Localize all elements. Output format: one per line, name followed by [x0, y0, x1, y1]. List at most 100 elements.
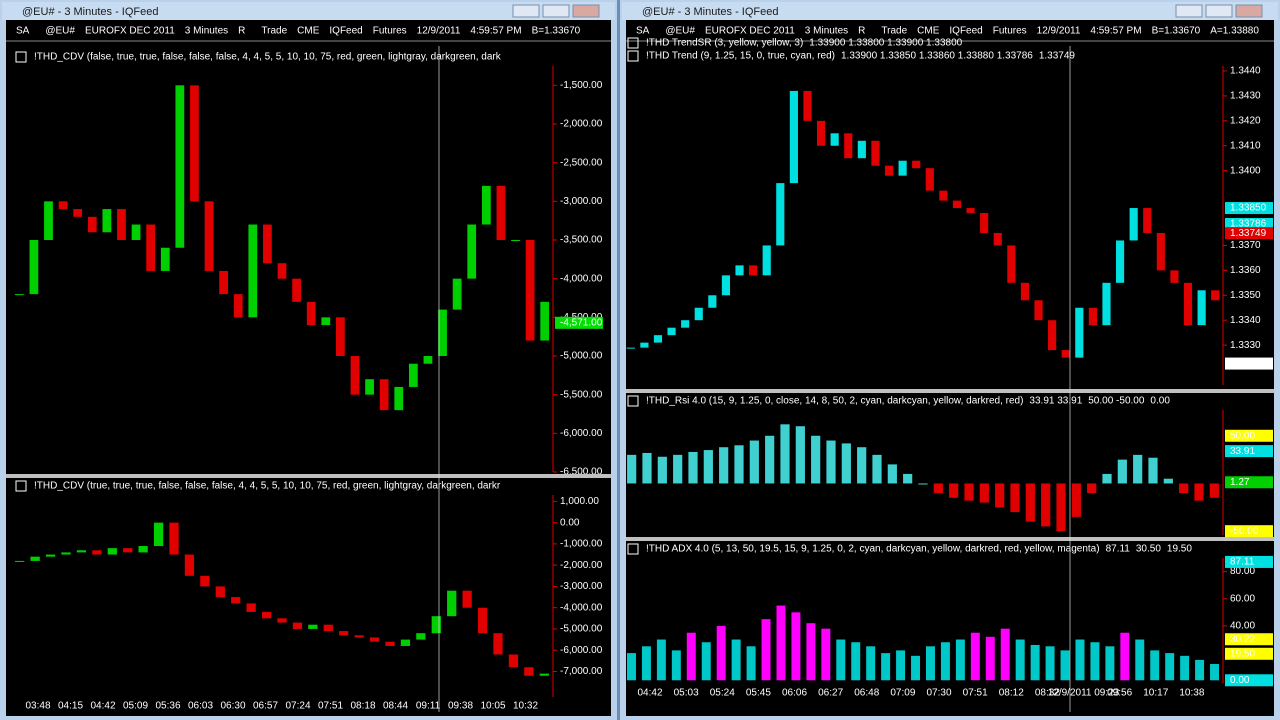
- value-tag: [1225, 674, 1273, 687]
- toolbar-item: 4:59:57 PM: [470, 26, 521, 37]
- x-tick-label: 04:42: [90, 701, 115, 712]
- candle: [481, 185, 491, 225]
- candle: [708, 295, 717, 308]
- candle: [939, 190, 948, 201]
- histogram-bar: [1179, 483, 1189, 494]
- x-tick-label: 04:42: [637, 688, 662, 699]
- y-tick-label: -3,000.00: [560, 581, 603, 592]
- toolbar-item[interactable]: SA: [16, 26, 30, 37]
- histogram-bar: [1105, 646, 1115, 681]
- value-tag: [1225, 555, 1273, 568]
- candle: [385, 641, 395, 646]
- toolbar-item: 12/9/2011: [1037, 26, 1081, 37]
- candle: [117, 209, 126, 240]
- x-tick-label: 05:24: [710, 688, 735, 699]
- indicator-value: 33.91 33.91: [1029, 396, 1082, 407]
- histogram-bar: [1015, 639, 1025, 681]
- candle: [776, 183, 785, 246]
- candle: [246, 603, 256, 612]
- toolbar-item[interactable]: R: [238, 26, 245, 37]
- candle: [15, 560, 25, 562]
- panel-divider: [626, 537, 1274, 541]
- candle: [153, 522, 164, 547]
- window-max-button[interactable]: [1205, 4, 1233, 18]
- panel-close-box[interactable]: [627, 37, 639, 49]
- candle: [749, 265, 758, 276]
- panel-close-box[interactable]: [627, 395, 639, 407]
- y-tick-label: -5,000.00: [560, 624, 603, 635]
- window-close-button[interactable]: [1235, 4, 1263, 18]
- toolbar-item[interactable]: SA: [636, 26, 650, 37]
- window-min-button[interactable]: [1175, 4, 1203, 18]
- histogram-bar: [970, 632, 980, 681]
- toolbar-item[interactable]: R: [858, 26, 865, 37]
- histogram-bar: [656, 639, 666, 681]
- candle: [952, 200, 962, 209]
- histogram-bar: [821, 628, 831, 681]
- toolbar-item: Futures: [373, 26, 407, 37]
- value-tag: [1225, 357, 1273, 370]
- histogram-bar: [964, 483, 974, 501]
- x-tick-label: 10:05: [480, 701, 505, 712]
- histogram-bar: [979, 483, 989, 503]
- candle: [980, 213, 989, 233]
- candle: [721, 275, 731, 296]
- histogram-bar: [791, 612, 801, 681]
- indicator-value: 19.50: [1167, 544, 1192, 555]
- indicator-header: !THD Trend (9, 1.25, 15, 0, true, cyan, …: [646, 51, 835, 62]
- histogram-bar: [688, 451, 698, 484]
- histogram-bar: [940, 642, 950, 681]
- y-tick-label: 1.3330: [1230, 340, 1261, 351]
- histogram-bar: [1120, 632, 1130, 681]
- histogram-bar: [925, 646, 935, 681]
- value-tag-label: 1.33786: [1230, 219, 1267, 230]
- candle: [438, 309, 447, 356]
- panel-close-box[interactable]: [15, 480, 27, 492]
- candle: [44, 201, 53, 240]
- candle: [146, 224, 156, 271]
- candle: [667, 327, 676, 336]
- candle: [857, 140, 866, 159]
- panel-close-box[interactable]: [15, 51, 27, 63]
- candle: [912, 160, 921, 169]
- histogram-bar: [776, 605, 786, 681]
- histogram-bar: [836, 639, 846, 681]
- toolbar-item: IQFeed: [329, 26, 362, 37]
- window-min-button[interactable]: [512, 4, 540, 18]
- histogram-bar: [903, 473, 913, 484]
- indicator-header: !THD_CDV (true, true, true, false, false…: [34, 481, 501, 492]
- x-tick-label: 06:27: [818, 688, 843, 699]
- candle: [447, 590, 457, 617]
- candle: [45, 554, 56, 557]
- candle: [871, 140, 880, 166]
- value-tag: [1225, 429, 1273, 442]
- histogram-bar: [872, 454, 882, 484]
- histogram-bar: [657, 456, 667, 484]
- candle: [61, 552, 71, 555]
- candle: [462, 590, 472, 608]
- histogram-bar: [626, 653, 636, 681]
- x-tick-label: 09:11: [416, 701, 441, 712]
- panel-close-box[interactable]: [627, 543, 639, 555]
- y-tick-label: 1,000.00: [560, 496, 599, 507]
- window-title: @EU# - 3 Minutes - IQFeed: [642, 6, 779, 18]
- candle: [416, 633, 426, 640]
- candle: [261, 611, 272, 619]
- histogram-bar: [1056, 483, 1066, 532]
- panel-close-box[interactable]: [627, 50, 639, 62]
- candle: [1143, 208, 1152, 233]
- window-close-button[interactable]: [572, 4, 600, 18]
- candle: [160, 247, 170, 271]
- value-tag-label: 19.50: [1230, 648, 1255, 659]
- histogram-bar: [949, 483, 959, 498]
- candle: [277, 263, 287, 279]
- window-max-button[interactable]: [542, 4, 570, 18]
- y-tick-label: -2,000.00: [560, 119, 603, 130]
- histogram-bar: [1133, 454, 1143, 484]
- x-tick-label: 05:36: [155, 701, 180, 712]
- histogram-bar: [731, 639, 741, 681]
- y-tick-label: -2,000.00: [560, 560, 603, 571]
- candle: [1061, 350, 1070, 358]
- candle: [477, 607, 488, 634]
